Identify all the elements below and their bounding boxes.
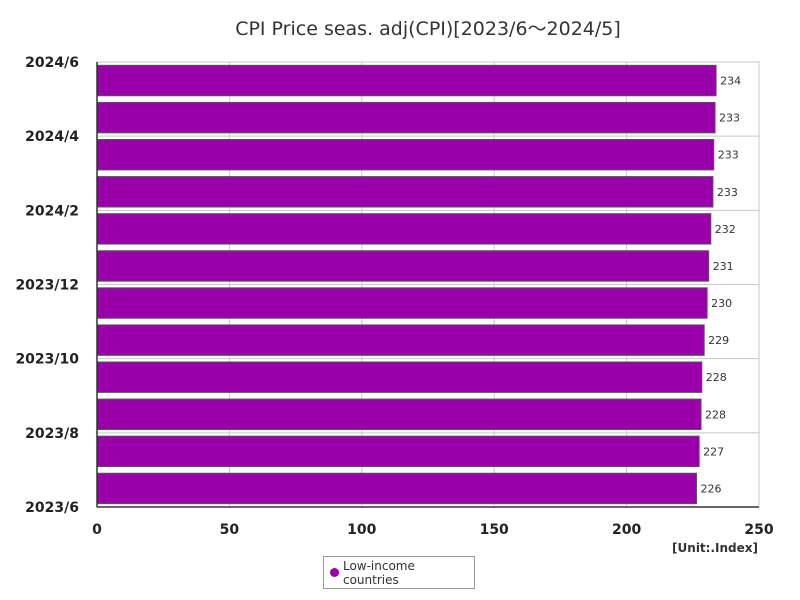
bar-value-label: 233 — [718, 149, 739, 162]
y-tick-label: 2023/10 — [15, 352, 79, 368]
bar-value-label: 227 — [703, 445, 724, 458]
bar-value-label: 233 — [719, 112, 740, 125]
legend-marker-icon — [330, 568, 339, 577]
bar — [96, 250, 710, 282]
y-tick-label: 2023/12 — [15, 278, 79, 294]
bar-value-label: 230 — [711, 297, 732, 310]
x-tick-label: 50 — [220, 522, 240, 538]
bar — [96, 101, 716, 134]
y-tick-label: 2023/8 — [25, 426, 79, 442]
legend-label: Low-income countries — [342, 558, 415, 587]
bar — [96, 435, 700, 468]
x-tick-label: 0 — [92, 522, 102, 538]
bar-value-label: 233 — [717, 186, 738, 199]
x-tick-label: 100 — [347, 522, 376, 538]
legend: Low-income countries — [323, 556, 475, 589]
bar — [96, 139, 715, 171]
x-tick-label: 250 — [744, 522, 773, 538]
y-tick-label: 2024/2 — [25, 203, 79, 219]
unit-label: [Unit:.Index] — [672, 541, 758, 555]
x-tick-label: 200 — [612, 522, 641, 538]
x-tick-label: 150 — [480, 522, 509, 538]
bar — [96, 176, 714, 208]
bar-value-label: 232 — [715, 223, 736, 236]
axis-layer: 0 50 100 150 200 250 2023/6 2023/8 2023/10 2023/1… — [15, 55, 773, 538]
bar-value-label: 231 — [713, 260, 734, 273]
bar-value-label: 228 — [706, 371, 727, 384]
bar-layer: 226 227 228 228 229 230 231 232 233 233 233 234 — [96, 64, 741, 505]
bar — [96, 213, 712, 245]
y-tick-label: 2023/6 — [25, 500, 79, 516]
chart-title: CPI Price seas. adj(CPI)[2023/6～2024/5] — [235, 18, 621, 40]
y-tick-label: 2024/6 — [25, 55, 79, 71]
bar — [96, 361, 703, 393]
bar-value-label: 228 — [705, 408, 726, 421]
y-tick-label: 2024/4 — [25, 129, 79, 145]
bar — [96, 472, 698, 505]
bar — [96, 398, 702, 430]
bar — [96, 64, 717, 97]
bar — [96, 287, 708, 319]
bar-value-label: 229 — [708, 334, 729, 347]
bar-value-label: 226 — [701, 482, 722, 495]
bar-value-label: 234 — [720, 75, 741, 88]
bar — [96, 324, 705, 356]
